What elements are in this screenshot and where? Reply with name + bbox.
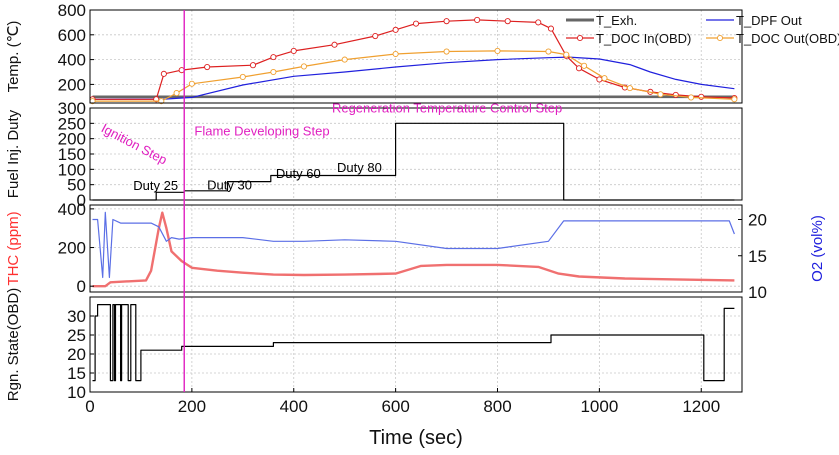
series-marker bbox=[300, 63, 307, 70]
series-marker bbox=[443, 18, 450, 25]
annotation-label: Regeneration Temperature Control Step bbox=[332, 101, 562, 116]
y-tick-label: 200 bbox=[58, 130, 86, 149]
y-axis-label-fuel: Fuel Inj. Duty bbox=[5, 109, 22, 198]
series-marker bbox=[601, 75, 608, 82]
y-tick-label: 50 bbox=[67, 176, 86, 195]
series-marker bbox=[731, 96, 738, 103]
x-tick-label: 1000 bbox=[580, 397, 618, 416]
series-marker bbox=[160, 70, 167, 77]
y-axis-label-temperature: Temp. (℃) bbox=[5, 21, 22, 93]
annotation-label: Ignition Step bbox=[99, 120, 170, 167]
y-tick-label: 100 bbox=[58, 160, 86, 179]
annotation-label: Duty 60 bbox=[276, 166, 321, 181]
series-marker bbox=[626, 85, 633, 92]
series-marker bbox=[270, 68, 277, 76]
y-tick-label-right: 10 bbox=[748, 283, 767, 302]
x-tick-label: 800 bbox=[483, 397, 511, 416]
legend-label: T_DOC Out(OBD) bbox=[736, 31, 839, 46]
panel-frame-rgn_state bbox=[89, 296, 743, 393]
y-tick-label: 400 bbox=[58, 200, 86, 219]
annotation-label: Duty 80 bbox=[337, 160, 382, 175]
y-axis-label-rgn_state: Rgn. State(OBD) bbox=[5, 288, 22, 401]
y-tick-label: 0 bbox=[77, 191, 86, 210]
series-marker bbox=[504, 18, 511, 25]
y-tick-label: 200 bbox=[58, 75, 86, 94]
y-tick-label-right: 20 bbox=[748, 211, 767, 230]
legend-label: T_DPF Out bbox=[736, 13, 802, 28]
y-tick-label: 400 bbox=[58, 51, 86, 70]
panel-frame-temperature bbox=[89, 9, 743, 104]
x-tick-label: 200 bbox=[178, 397, 206, 416]
panel-frame-thc_o2 bbox=[89, 204, 743, 293]
series-marker bbox=[545, 48, 552, 55]
series-marker bbox=[575, 65, 583, 72]
annotation-label: Flame Developing Step bbox=[194, 124, 329, 139]
series-marker bbox=[698, 93, 705, 100]
series-marker bbox=[204, 63, 211, 71]
series-marker bbox=[412, 20, 420, 27]
y-tick-label-right: 15 bbox=[748, 247, 767, 266]
series-marker bbox=[290, 47, 297, 54]
annotation-label: Duty 30 bbox=[207, 177, 252, 192]
series-marker bbox=[239, 73, 246, 81]
series-line-thc-ppm- bbox=[92, 211, 735, 288]
annotation-label: Duty 25 bbox=[133, 178, 178, 193]
series-marker bbox=[535, 19, 542, 26]
legend-label: T_Exh. bbox=[596, 13, 637, 28]
series-marker bbox=[688, 94, 695, 101]
series-line-t-dpf-out bbox=[92, 56, 735, 100]
series-marker bbox=[392, 50, 399, 58]
series-marker bbox=[672, 91, 679, 98]
series-marker bbox=[596, 76, 603, 83]
series-marker bbox=[443, 48, 450, 55]
series-marker bbox=[249, 62, 257, 69]
y-axis-label-thc_o2: THC (ppm) bbox=[5, 211, 22, 285]
y-axis-label-right-thc_o2: O2 (vol%) bbox=[809, 215, 826, 282]
series-marker bbox=[331, 41, 338, 48]
y-tick-label: 10 bbox=[67, 383, 86, 402]
x-tick-label: 400 bbox=[280, 397, 308, 416]
series-line-t-doc-out-obd- bbox=[92, 50, 735, 102]
series-marker bbox=[173, 90, 180, 97]
x-tick-label: 1200 bbox=[682, 397, 720, 416]
y-tick-label: 600 bbox=[58, 26, 86, 45]
y-tick-label: 0 bbox=[77, 277, 86, 296]
legend-marker bbox=[716, 34, 724, 42]
series-marker bbox=[494, 47, 501, 54]
x-tick-label: 600 bbox=[381, 397, 409, 416]
y-tick-label: 200 bbox=[58, 239, 86, 258]
legend-label: T_DOC In(OBD) bbox=[596, 31, 691, 46]
y-tick-label: 30 bbox=[67, 307, 86, 326]
series-marker bbox=[392, 26, 399, 33]
series-marker bbox=[372, 32, 379, 40]
series-marker bbox=[581, 62, 588, 69]
y-tick-label: 25 bbox=[67, 326, 86, 345]
x-tick-label: 0 bbox=[85, 397, 94, 416]
y-tick-label: 250 bbox=[58, 114, 86, 133]
series-marker bbox=[563, 51, 570, 58]
series-marker bbox=[158, 98, 165, 105]
y-tick-label: 20 bbox=[67, 345, 86, 364]
series-marker bbox=[341, 56, 348, 63]
y-tick-label: 150 bbox=[58, 145, 86, 164]
series-marker bbox=[270, 54, 277, 61]
series-line-o2-vol- bbox=[92, 211, 735, 279]
y-tick-label: 800 bbox=[58, 1, 86, 20]
legend-marker bbox=[576, 34, 584, 42]
series-marker bbox=[188, 80, 195, 87]
y-tick-label: 15 bbox=[67, 364, 86, 383]
x-axis-label: Time (sec) bbox=[369, 427, 463, 449]
series-line-fuel-inj-duty bbox=[92, 122, 735, 201]
y-tick-label: 300 bbox=[58, 99, 86, 118]
series-marker bbox=[657, 91, 664, 98]
series-marker bbox=[474, 16, 481, 23]
series-marker bbox=[178, 67, 185, 74]
series-marker bbox=[547, 25, 555, 32]
series-line-rgn-state-obd- bbox=[92, 304, 735, 382]
